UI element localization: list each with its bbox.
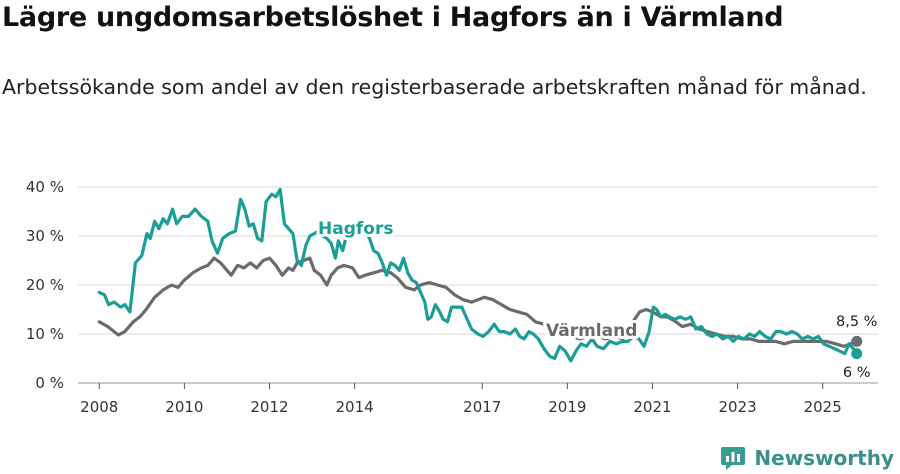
x-tick-label: 2025 <box>804 398 842 416</box>
chart-subtitle: Arbetssökande som andel av den registerb… <box>2 75 867 99</box>
y-tick-label: 20 % <box>26 276 64 294</box>
y-tick-label: 40 % <box>26 178 64 196</box>
y-tick-label: 10 % <box>26 325 64 343</box>
x-axis-ticks: 2008 2010 2012 2014 2017 2019 2021 2023 2025 <box>80 383 842 416</box>
x-tick-label: 2012 <box>250 398 288 416</box>
end-value-label-hagfors: 6 % <box>843 365 871 381</box>
series-endpoint-vrmland <box>851 335 863 347</box>
gridlines <box>78 186 878 384</box>
brand-logo[interactable]: Newsworthy <box>720 445 894 471</box>
x-tick-label: 2023 <box>718 398 756 416</box>
x-tick-label: 2014 <box>336 398 374 416</box>
series-lines <box>97 187 863 363</box>
series-label-hagfors: Hagfors <box>318 219 393 239</box>
y-tick-label: 0 % <box>35 374 64 392</box>
y-axis-ticks: 0 % 10 % 20 % 30 % 40 % <box>26 178 64 392</box>
chart-title: Lägre ungdomsarbetslöshet i Hagfors än i… <box>2 2 784 33</box>
x-tick-label: 2021 <box>633 398 671 416</box>
series-label-hagfors-halo: Hagfors <box>318 219 393 239</box>
series-label-varmland: Värmland <box>546 321 637 341</box>
series-label-varmland-halo: Värmland <box>546 321 637 341</box>
newsworthy-logo-icon <box>721 447 746 470</box>
end-value-label-varmland: 8,5 % <box>836 314 877 330</box>
brand-name: Newsworthy <box>754 446 894 470</box>
series-line-hagfors <box>97 187 859 363</box>
x-tick-label: 2019 <box>548 398 586 416</box>
x-tick-label: 2010 <box>165 398 203 416</box>
series-endpoint-hagfors <box>851 348 863 360</box>
y-tick-label: 30 % <box>26 227 64 245</box>
x-tick-label: 2017 <box>463 398 501 416</box>
x-tick-label: 2008 <box>80 398 118 416</box>
